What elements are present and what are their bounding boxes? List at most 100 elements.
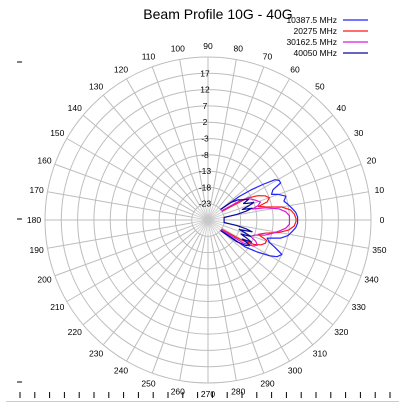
series-line-1 (220, 179, 299, 258)
grid-spoke (126, 78, 201, 207)
grid-spoke (102, 232, 198, 346)
angle-tick-label: 280 (231, 386, 245, 396)
angle-tick-label: 110 (142, 51, 156, 61)
series-line-3 (220, 198, 291, 247)
angle-tick-label: 130 (89, 82, 103, 92)
angle-tick-label: 0 (380, 215, 385, 225)
grid-hub-spoke (207, 203, 212, 221)
polar-grid (44, 56, 372, 384)
angle-tick-label: 80 (233, 44, 243, 54)
grid-hub-spoke (207, 219, 212, 237)
grid-spoke (66, 138, 195, 213)
grid-spoke (210, 59, 237, 205)
angle-tick-label: 70 (263, 51, 273, 61)
radial-tick-label: -18 (199, 182, 212, 192)
grid-hub-spoke (195, 209, 209, 221)
grid-spoke (220, 114, 334, 210)
grid-hub-spoke (193, 219, 209, 229)
grid-spoke (213, 66, 265, 205)
series-layer (220, 179, 299, 258)
grid-hub-spoke (207, 219, 223, 229)
grid-spoke (223, 163, 362, 215)
chart-title: Beam Profile 10G - 40G (143, 6, 292, 22)
series-line-2 (221, 195, 297, 246)
grid-spoke (47, 191, 193, 218)
angle-tick-label: 210 (50, 302, 64, 312)
radial-tick-label: -3 (201, 134, 209, 144)
grid-spoke (82, 230, 196, 326)
grid-hub-spoke (204, 219, 209, 237)
grid-hub-spoke (192, 219, 209, 226)
grid-spoke (218, 94, 314, 208)
grid-hub-spoke (199, 219, 209, 235)
radial-tick-label: 12 (200, 85, 210, 95)
grid-hub-spoke (204, 203, 209, 221)
angle-tick-label: 260 (171, 386, 185, 396)
legend-label: 10387.5 MHz (286, 15, 337, 25)
grid-spoke (218, 232, 314, 346)
radial-tick-label: 7 (203, 101, 208, 111)
angle-tick-label: 10 (375, 185, 385, 195)
angle-tick-label: 190 (30, 245, 44, 255)
frame-layer (6, 61, 399, 402)
angle-tick-label: 300 (288, 366, 302, 376)
radial-tick-label: -23 (199, 199, 212, 209)
angle-tick-label: 230 (89, 348, 103, 358)
angle-tick-label: 330 (352, 302, 366, 312)
grid-hub-spoke (207, 205, 217, 221)
grid-hub-spoke (197, 219, 209, 233)
grid-spoke (210, 235, 237, 381)
angle-tick-label: 180 (27, 215, 41, 225)
grid-hub-spoke (207, 219, 224, 226)
legend-label: 30162.5 MHz (286, 37, 337, 47)
grid-hub-spoke (207, 204, 214, 221)
grid-spoke (213, 235, 265, 374)
grid-spoke (151, 66, 203, 205)
grid-hub-spoke (207, 211, 223, 221)
grid-spoke (220, 230, 334, 326)
angle-tick-label: 60 (290, 64, 300, 74)
angle-tick-label: 200 (37, 275, 51, 285)
radial-tick-label: 17 (200, 68, 210, 78)
angle-tick-label: 140 (68, 103, 82, 113)
angle-tick-label: 160 (37, 155, 51, 165)
grid-hub-spoke (207, 219, 221, 231)
grid-hub-spoke (197, 207, 209, 221)
radial-tick-label: 2 (203, 117, 208, 127)
grid-hub-spoke (202, 219, 209, 236)
grid-hub-spoke (207, 219, 225, 224)
grid-spoke (223, 191, 369, 218)
grid-spoke (215, 78, 290, 207)
grid-hub-spoke (207, 219, 214, 236)
grid-spoke (66, 227, 195, 302)
grid-spoke (47, 222, 193, 249)
angle-tick-label: 220 (68, 327, 82, 337)
angle-tick-label: 340 (364, 275, 378, 285)
angle-tick-label: 350 (372, 245, 386, 255)
angle-tick-label: 320 (334, 327, 348, 337)
angle-tick-label: 120 (114, 64, 128, 74)
angle-tick-label: 250 (141, 379, 155, 389)
grid-spoke (179, 59, 206, 205)
grid-hub-spoke (202, 204, 209, 221)
angle-tick-label: 270 (201, 389, 215, 399)
grid-hub-spoke (207, 219, 219, 233)
grid-hub-spoke (191, 219, 209, 224)
grid-spoke (82, 114, 196, 210)
angle-tick-label: 20 (367, 155, 377, 165)
angle-tick-label: 30 (354, 128, 364, 138)
grid-hub-spoke (207, 219, 217, 235)
grid-hub-spoke (207, 216, 225, 221)
grid-spoke (126, 233, 201, 362)
angle-tick-label: 90 (203, 41, 213, 51)
grid-hub-spoke (191, 216, 209, 221)
grid-spoke (151, 235, 203, 374)
grid-hub-spoke (207, 207, 219, 221)
angle-tick-label: 240 (114, 366, 128, 376)
angle-tick-label: 40 (337, 103, 347, 113)
grid-hub-spoke (207, 214, 224, 221)
grid-spoke (179, 235, 206, 381)
angle-tick-label: 100 (171, 44, 185, 54)
